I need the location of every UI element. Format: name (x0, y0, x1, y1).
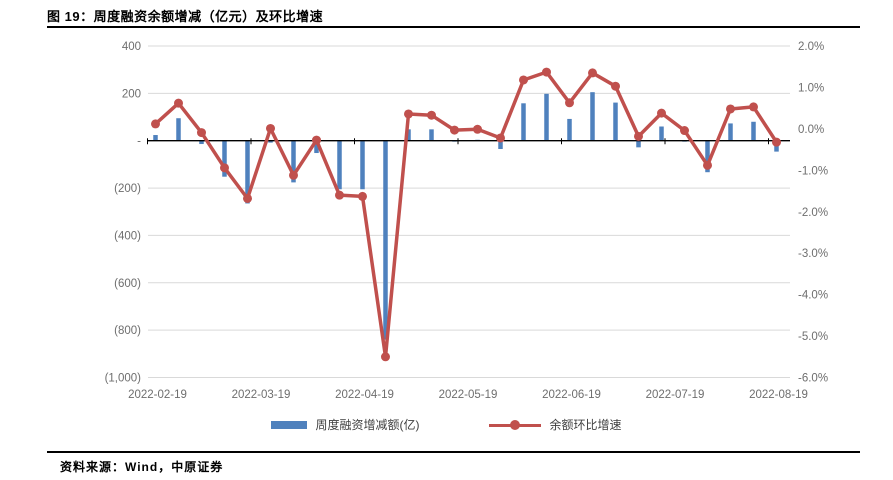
svg-text:2022-06-19: 2022-06-19 (542, 389, 601, 401)
x-axis-line (147, 138, 790, 145)
combo-chart-canvas: 400 200 - (200) (400) (600) (800) (1,000) 2.0% 1.… (105, 41, 828, 401)
svg-text:(200): (200) (114, 183, 141, 195)
svg-text:2022-08-19: 2022-08-19 (749, 389, 808, 401)
chart-legend: 周度融资增减额(亿) 余额环比增速 (0, 416, 893, 433)
svg-text:-: - (137, 136, 141, 148)
bar-series (153, 92, 779, 340)
svg-text:(600): (600) (114, 278, 141, 290)
legend-line-label: 余额环比增速 (549, 418, 622, 432)
svg-text:-2.0%: -2.0% (798, 207, 828, 219)
legend-bar-label: 周度融资增减额(亿) (315, 418, 420, 432)
x-axis-labels: 2022-02-19 2022-03-19 2022-04-19 2022-05-19… (128, 389, 808, 401)
source-note: 资料来源：Wind，中原证券 (60, 460, 224, 474)
gridlines (148, 45, 790, 378)
svg-text:2.0%: 2.0% (798, 41, 824, 53)
y-axis-right-labels: 2.0% 1.0% 0.0% -1.0% -2.0% -3.0% -4.0% -5.0% -6.… (798, 41, 828, 385)
legend-item-line-series[interactable]: 余额环比增速 (489, 416, 622, 433)
svg-text:1.0%: 1.0% (798, 82, 824, 94)
legend-item-bar-series[interactable]: 周度融资增减额(亿) (271, 416, 419, 433)
svg-text:0.0%: 0.0% (798, 124, 824, 136)
svg-text:400: 400 (122, 41, 141, 53)
footer-divider (47, 451, 860, 453)
svg-text:-5.0%: -5.0% (798, 331, 828, 343)
svg-text:2022-03-19: 2022-03-19 (232, 389, 291, 401)
line-series (151, 67, 781, 362)
svg-text:(800): (800) (114, 325, 141, 337)
line-series-swatch-icon (489, 419, 542, 430)
svg-text:200: 200 (122, 88, 141, 100)
svg-text:(400): (400) (114, 230, 141, 242)
bar-series-swatch-icon (271, 420, 308, 429)
y-axis-left-labels: 400 200 - (200) (400) (600) (800) (1,000) (105, 41, 142, 385)
svg-text:2022-07-19: 2022-07-19 (646, 389, 705, 401)
svg-text:-6.0%: -6.0% (798, 373, 828, 385)
svg-text:2022-04-19: 2022-04-19 (335, 389, 394, 401)
title-divider (47, 26, 860, 28)
svg-text:-4.0%: -4.0% (798, 290, 828, 302)
svg-text:2022-02-19: 2022-02-19 (128, 389, 187, 401)
svg-text:2022-05-19: 2022-05-19 (439, 389, 498, 401)
chart-title: 图 19：周度融资余额增减（亿元）及环比增速 (47, 9, 324, 24)
svg-text:(1,000): (1,000) (105, 373, 142, 385)
svg-text:-1.0%: -1.0% (798, 165, 828, 177)
svg-text:-3.0%: -3.0% (798, 248, 828, 260)
